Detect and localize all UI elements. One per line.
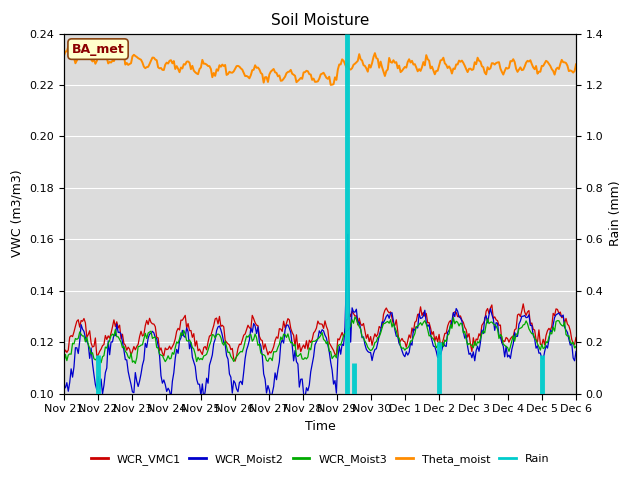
WCR_Moist2 bbox=[572, 348, 580, 354]
WCR_Moist3 bbox=[60, 359, 68, 365]
WCR_Moist2 bbox=[231, 380, 239, 386]
WCR_Moist3 bbox=[131, 360, 139, 366]
WCR_Moist2 bbox=[285, 325, 293, 331]
WCR_Moist2 bbox=[214, 324, 222, 330]
WCR_Moist2 bbox=[547, 328, 554, 334]
WCR_VMC1 bbox=[60, 350, 68, 356]
WCR_VMC1 bbox=[547, 327, 554, 333]
Theta_moist bbox=[572, 61, 580, 67]
Y-axis label: Rain (mm): Rain (mm) bbox=[609, 181, 622, 246]
Text: BA_met: BA_met bbox=[72, 43, 124, 56]
Theta_moist bbox=[65, 44, 72, 49]
WCR_Moist3 bbox=[572, 344, 580, 349]
Legend: WCR_VMC1, WCR_Moist2, WCR_Moist3, Theta_moist, Rain: WCR_VMC1, WCR_Moist2, WCR_Moist3, Theta_… bbox=[86, 450, 554, 469]
Line: WCR_Moist3: WCR_Moist3 bbox=[64, 317, 576, 363]
Title: Soil Moisture: Soil Moisture bbox=[271, 13, 369, 28]
Theta_moist bbox=[547, 63, 554, 69]
WCR_Moist2 bbox=[240, 369, 248, 375]
Line: Theta_moist: Theta_moist bbox=[64, 47, 576, 85]
WCR_VMC1 bbox=[520, 301, 527, 307]
WCR_Moist3 bbox=[123, 350, 131, 356]
Theta_moist bbox=[214, 68, 222, 73]
WCR_Moist2 bbox=[344, 231, 351, 237]
WCR_VMC1 bbox=[572, 335, 580, 340]
WCR_Moist3 bbox=[231, 356, 239, 362]
WCR_VMC1 bbox=[240, 332, 248, 338]
Theta_moist bbox=[231, 66, 239, 72]
WCR_Moist2 bbox=[200, 396, 207, 402]
WCR_Moist3 bbox=[285, 336, 293, 342]
WCR_VMC1 bbox=[230, 356, 237, 361]
WCR_Moist2 bbox=[60, 382, 68, 388]
Y-axis label: VWC (m3/m3): VWC (m3/m3) bbox=[11, 170, 24, 257]
WCR_Moist3 bbox=[214, 331, 222, 337]
Theta_moist bbox=[327, 82, 335, 88]
X-axis label: Time: Time bbox=[305, 420, 335, 432]
WCR_VMC1 bbox=[123, 348, 131, 353]
Theta_moist bbox=[285, 69, 293, 74]
WCR_Moist2 bbox=[123, 357, 131, 363]
Line: WCR_Moist2: WCR_Moist2 bbox=[64, 234, 576, 399]
Theta_moist bbox=[60, 53, 68, 59]
Line: WCR_VMC1: WCR_VMC1 bbox=[64, 304, 576, 361]
WCR_Moist3 bbox=[547, 330, 554, 336]
WCR_VMC1 bbox=[285, 317, 293, 323]
WCR_Moist3 bbox=[351, 314, 359, 320]
WCR_Moist3 bbox=[240, 345, 248, 350]
Theta_moist bbox=[240, 70, 248, 76]
WCR_VMC1 bbox=[212, 315, 220, 321]
Theta_moist bbox=[124, 62, 132, 68]
WCR_VMC1 bbox=[231, 358, 239, 364]
